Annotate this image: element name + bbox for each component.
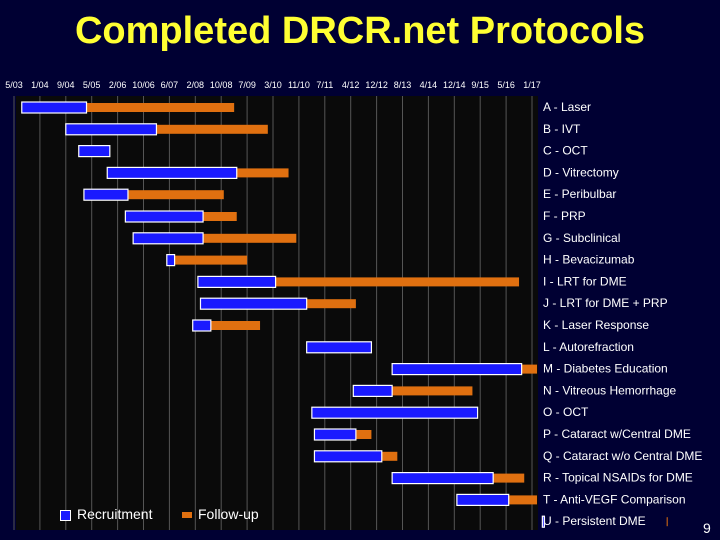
protocol-label: Q - Cataract w/o Central DME bbox=[543, 449, 702, 463]
legend-recruitment-swatch bbox=[60, 509, 71, 521]
x-tick-label: 7/09 bbox=[238, 80, 256, 90]
protocol-label: I - LRT for DME bbox=[543, 274, 627, 288]
follow-up-bar bbox=[203, 233, 297, 243]
recruitment-bar bbox=[124, 210, 204, 223]
protocol-label: N - Vitreous Hemorrhage bbox=[543, 383, 676, 397]
protocol-label: C - OCT bbox=[543, 144, 588, 158]
follow-up-bar bbox=[381, 451, 398, 461]
protocol-label: D - Vitrectomy bbox=[543, 165, 619, 179]
x-tick-label: 4/12 bbox=[342, 80, 360, 90]
x-tick-label: 4/14 bbox=[420, 80, 438, 90]
follow-up-bar bbox=[236, 168, 289, 178]
legend-follow-up-swatch bbox=[182, 512, 192, 519]
protocol-label: G - Subclinical bbox=[543, 231, 620, 245]
follow-up-bar bbox=[493, 473, 525, 483]
x-tick-label: 5/03 bbox=[5, 80, 23, 90]
x-tick-label: 1/04 bbox=[31, 80, 49, 90]
recruitment-bar bbox=[197, 275, 277, 288]
follow-up-bar bbox=[508, 495, 537, 505]
x-tick-label: 10/06 bbox=[132, 80, 155, 90]
follow-up-bar bbox=[86, 103, 235, 112]
follow-up-bar bbox=[666, 517, 668, 527]
recruitment-bar bbox=[456, 493, 510, 506]
x-tick-label: 8/13 bbox=[394, 80, 412, 90]
row-labels: A - Laser B - IVT C - OCT D - Vitrectomy E -… bbox=[543, 100, 702, 528]
x-tick-label: 10/08 bbox=[210, 80, 233, 90]
recruitment-bar bbox=[78, 145, 111, 158]
x-tick-label: 2/08 bbox=[187, 80, 205, 90]
grid-lines bbox=[13, 96, 538, 530]
legend-recruitment-label: Recruitment bbox=[77, 506, 153, 522]
x-tick-label: 5/05 bbox=[83, 80, 101, 90]
recruitment-bar bbox=[199, 297, 308, 310]
protocol-label: B - IVT bbox=[543, 122, 581, 136]
follow-up-bar bbox=[521, 364, 537, 374]
protocol-label: O - OCT bbox=[543, 405, 589, 419]
protocol-label: U - Persistent DME bbox=[543, 514, 646, 528]
follow-up-bar bbox=[210, 321, 261, 330]
protocol-label: K - Laser Response bbox=[543, 318, 649, 332]
recruitment-bar bbox=[541, 515, 545, 528]
x-tick-labels: 5/03 1/04 9/04 5/05 2/06 10/06 6/07 2/08 10/08 7/… bbox=[5, 80, 541, 90]
protocol-label: A - Laser bbox=[543, 100, 591, 114]
recruitment-bar bbox=[311, 406, 479, 419]
page-number: 9 bbox=[703, 520, 711, 536]
x-tick-label: 9/15 bbox=[471, 80, 489, 90]
protocol-label: T - Anti-VEGF Comparison bbox=[543, 492, 686, 506]
protocol-label: E - Peribulbar bbox=[543, 187, 616, 201]
recruitment-bar bbox=[21, 101, 88, 114]
legend-follow-up: Follow-up bbox=[182, 506, 259, 522]
protocol-label: P - Cataract w/Central DME bbox=[543, 427, 691, 441]
recruitment-bar bbox=[306, 341, 373, 354]
recruitment-bar bbox=[313, 450, 383, 463]
protocol-label: M - Diabetes Education bbox=[543, 362, 668, 376]
follow-up-bar bbox=[156, 124, 268, 134]
x-tick-label: 12/14 bbox=[443, 80, 466, 90]
recruitment-bar bbox=[352, 384, 393, 397]
x-tick-label: 12/12 bbox=[365, 80, 388, 90]
bars bbox=[21, 101, 668, 528]
follow-up-bar bbox=[392, 386, 473, 396]
follow-up-bar bbox=[203, 212, 237, 221]
legend-follow-up-label: Follow-up bbox=[198, 506, 259, 522]
recruitment-bar bbox=[106, 166, 238, 179]
protocol-label: J - LRT for DME + PRP bbox=[543, 296, 668, 310]
x-tick-label: 5/16 bbox=[497, 80, 515, 90]
x-tick-label: 9/04 bbox=[57, 80, 75, 90]
recruitment-bar bbox=[65, 123, 158, 136]
recruitment-bar bbox=[391, 363, 523, 376]
follow-up-bar bbox=[174, 255, 248, 265]
protocol-label: H - Bevacizumab bbox=[543, 253, 635, 267]
x-tick-label: 6/07 bbox=[161, 80, 179, 90]
x-tick-label: 11/10 bbox=[288, 80, 310, 90]
protocol-label: R - Topical NSAIDs for DME bbox=[543, 471, 693, 485]
page-title: Completed DRCR.net Protocols bbox=[74, 10, 646, 52]
x-tick-label: 1/17 bbox=[523, 80, 541, 90]
follow-up-bar bbox=[355, 430, 372, 439]
recruitment-bar bbox=[132, 232, 204, 245]
x-tick-label: 3/10 bbox=[264, 80, 282, 90]
follow-up-bar bbox=[127, 190, 224, 200]
x-tick-label: 2/06 bbox=[109, 80, 127, 90]
x-tick-label: 7/11 bbox=[316, 80, 333, 90]
follow-up-bar bbox=[306, 299, 356, 309]
recruitment-bar bbox=[313, 428, 357, 441]
recruitment-bar bbox=[166, 254, 176, 267]
protocol-label: F - PRP bbox=[543, 209, 586, 223]
recruitment-bar bbox=[391, 472, 494, 485]
legend-recruitment: Recruitment bbox=[60, 506, 152, 522]
plot-area bbox=[16, 96, 538, 530]
recruitment-bar bbox=[192, 319, 212, 332]
protocol-label: L - Autorefraction bbox=[543, 340, 634, 354]
follow-up-bar bbox=[275, 277, 520, 287]
recruitment-bar bbox=[83, 188, 129, 201]
